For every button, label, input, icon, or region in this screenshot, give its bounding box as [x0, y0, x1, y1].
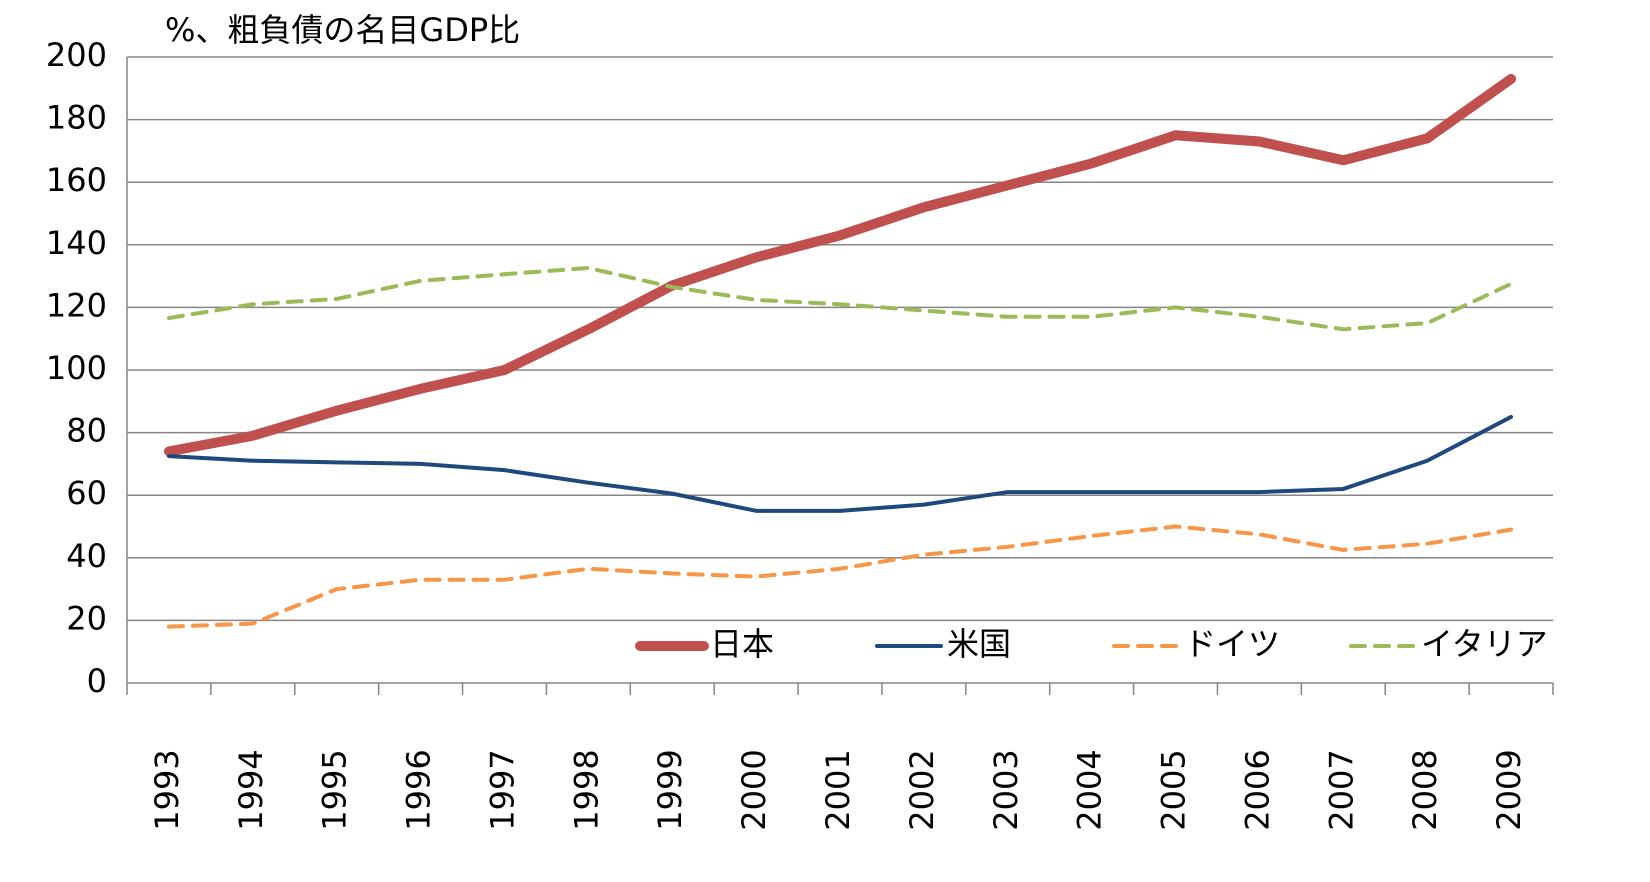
x-tick-label: 2004	[1071, 749, 1109, 830]
y-tick-label: 120	[46, 286, 107, 324]
y-tick-label: 60	[66, 474, 107, 512]
series-line	[163, 73, 1517, 457]
x-tick-label: 2009	[1490, 749, 1528, 830]
x-tick-label: 2000	[735, 749, 773, 830]
y-tick-label: 100	[46, 349, 107, 387]
x-tick-label: 2007	[1322, 749, 1360, 830]
x-tick-label: 2005	[1155, 749, 1193, 830]
y-tick-label: 140	[46, 224, 107, 262]
x-tick-label: 2006	[1238, 749, 1276, 830]
y-tick-label: 200	[46, 36, 107, 74]
x-tick-label: 1996	[400, 749, 438, 830]
legend-label: 米国	[947, 625, 1011, 663]
chart-title: %、粗負債の名目GDP比	[165, 11, 520, 49]
y-tick-label: 0	[87, 662, 107, 700]
x-tick-label: 1999	[651, 749, 689, 830]
y-tick-label: 40	[66, 537, 107, 575]
x-tick-label: 1998	[567, 749, 605, 830]
x-tick-label: 2001	[819, 749, 857, 830]
x-tick-label: 2003	[987, 749, 1025, 830]
series-line	[166, 265, 1514, 332]
series-line	[166, 524, 1514, 629]
x-tick-label: 1994	[232, 749, 270, 830]
x-tick-label: 2008	[1406, 749, 1444, 830]
legend-label: ドイツ	[1184, 625, 1280, 663]
x-tick-label: 1997	[483, 749, 521, 830]
y-tick-label: 180	[46, 99, 107, 137]
y-tick-label: 20	[66, 599, 107, 637]
x-tick-label: 1993	[148, 749, 186, 830]
x-tick-label: 2002	[903, 749, 941, 830]
legend-label: イタリア	[1421, 625, 1548, 663]
y-tick-label: 160	[46, 161, 107, 199]
y-tick-label: 80	[66, 412, 107, 450]
series-line	[166, 414, 1514, 513]
legend-label: 日本	[710, 625, 774, 663]
x-tick-label: 1995	[316, 749, 354, 830]
